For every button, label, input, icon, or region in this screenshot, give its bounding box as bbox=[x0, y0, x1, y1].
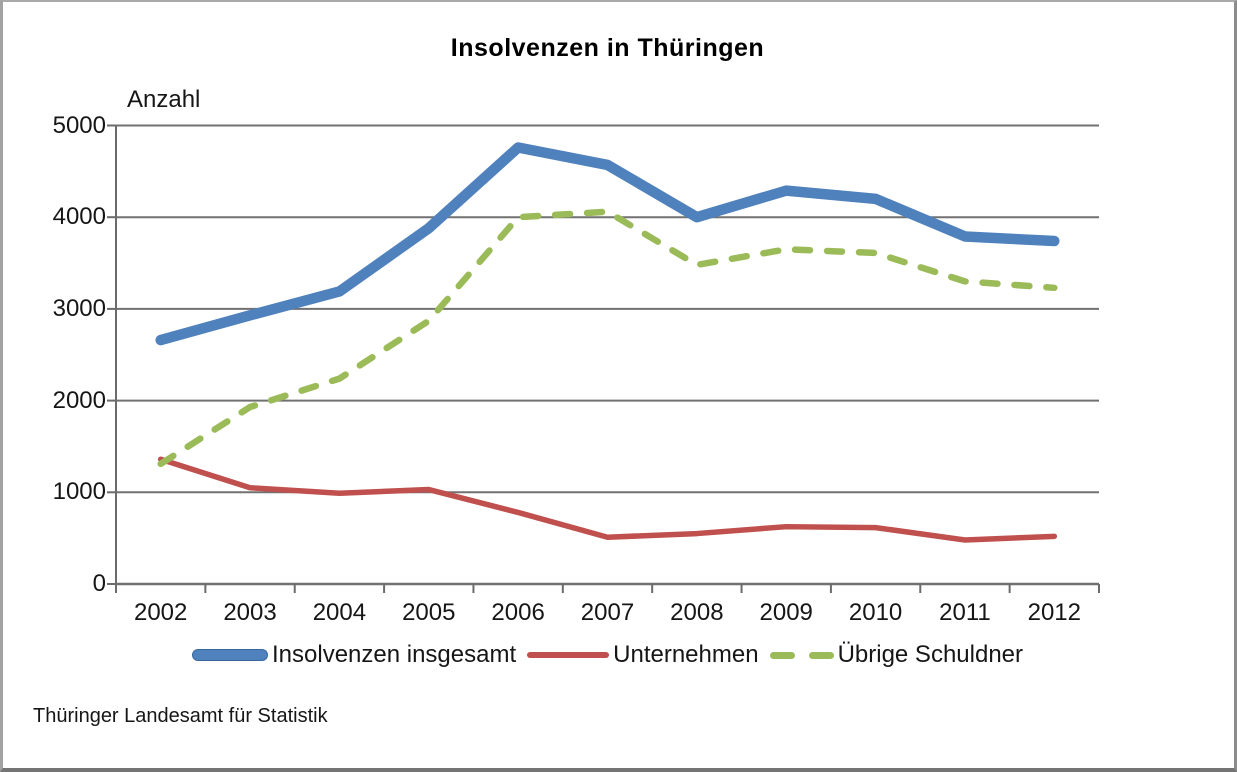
series-line-insolvenzen-insgesamt bbox=[155, 142, 1060, 346]
y-tick-label: 5000 bbox=[52, 111, 106, 139]
y-axis-title: Anzahl bbox=[127, 86, 201, 113]
legend-swatch-icon-insolvenzen-insgesamt bbox=[192, 649, 268, 661]
x-tick-label: 2005 bbox=[402, 599, 456, 626]
x-tick-label: 2008 bbox=[670, 599, 724, 626]
x-tick-label: 2006 bbox=[491, 599, 545, 626]
legend-swatch-icon-unternehmen bbox=[527, 652, 610, 658]
x-tick-label: 2004 bbox=[312, 599, 367, 626]
series-line--brige-schuldner bbox=[157, 208, 1058, 468]
source-note: Thüringer Landesamt für Statistik bbox=[33, 705, 328, 727]
y-tick-label: 4000 bbox=[52, 203, 106, 231]
x-tick-label: 2002 bbox=[133, 599, 188, 626]
x-tick-label: 2003 bbox=[223, 599, 277, 626]
legend-label-unternehmen: Unternehmen bbox=[613, 641, 759, 668]
legend: Insolvenzen insgesamt Unternehmen Übrige S… bbox=[116, 641, 1099, 669]
legend-label-insolvenzen-insgesamt: Insolvenzen insgesamt bbox=[272, 641, 517, 668]
x-tick-label: 2010 bbox=[848, 599, 903, 626]
legend-item-unternehmen: Unternehmen bbox=[527, 641, 759, 669]
y-tick-label: 3000 bbox=[52, 294, 106, 322]
x-tick-label: 2011 bbox=[939, 599, 991, 626]
legend-label--brige-schuldner: Übrige Schuldner bbox=[837, 641, 1023, 668]
legend-swatch-icon--brige-schuldner bbox=[769, 651, 834, 659]
y-tick-label: 1000 bbox=[52, 478, 106, 506]
series-line-unternehmen bbox=[157, 456, 1058, 543]
x-tick-label: 2012 bbox=[1027, 599, 1081, 626]
y-tick-label: 0 bbox=[92, 570, 106, 597]
x-tick-label: 2007 bbox=[580, 599, 635, 626]
chart-canvas bbox=[107, 124, 1100, 593]
x-tick-label: 2009 bbox=[759, 599, 813, 626]
chart-title: Insolvenzen in Thüringen bbox=[450, 34, 765, 62]
y-tick-label: 2000 bbox=[52, 386, 106, 414]
legend-item--brige-schuldner: Übrige Schuldner bbox=[769, 641, 1023, 669]
legend-item-insolvenzen-insgesamt: Insolvenzen insgesamt bbox=[192, 641, 516, 669]
